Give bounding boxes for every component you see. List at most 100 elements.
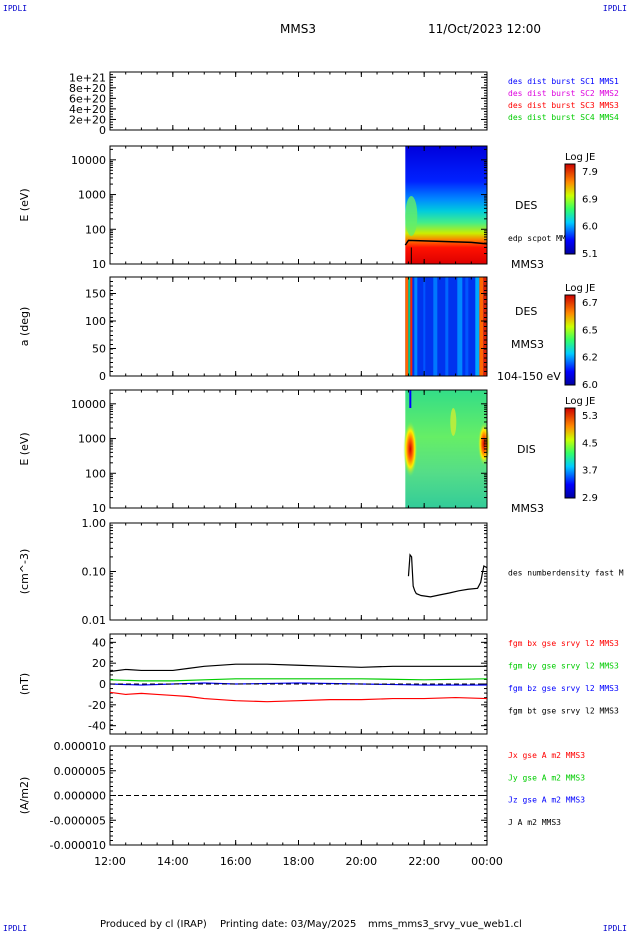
pitch-stripe: [414, 277, 418, 376]
pitch-stripe: [433, 277, 438, 376]
corner-label-top-right: IPDLI: [602, 4, 627, 13]
colorbar-tick: 3.7: [582, 466, 598, 477]
pitch-stripe: [465, 277, 469, 376]
y-tick-label: 0.10: [82, 566, 107, 579]
y-axis-label: (nT): [18, 673, 31, 695]
scpot-line: [404, 239, 488, 246]
colorbar: [564, 407, 576, 499]
corner-label-top-left: IPDLI: [3, 4, 28, 13]
pitch-stripe: [475, 277, 480, 376]
series-label: des dist burst SC4 MMS4: [508, 113, 619, 122]
y-tick-label: 10: [92, 258, 106, 271]
pitch-stripe: [423, 277, 426, 376]
colorbar-title: Log JE: [565, 283, 595, 294]
y-tick-label: 100: [85, 467, 106, 480]
colorbar-tick: 7.9: [582, 167, 598, 178]
y-tick-label: 0.000005: [54, 765, 107, 778]
y-tick-label: 1e+21: [69, 71, 106, 84]
colorbar-tick: 6.0: [582, 380, 598, 391]
y-tick-label: -40: [88, 720, 106, 733]
footer-printing-date: Printing date: 03/May/2025: [220, 919, 357, 930]
corner-label-bottom-right: IPDLI: [602, 924, 627, 933]
series-label: des dist burst SC3 MMS3: [508, 101, 619, 110]
datetime-title: 11/Oct/2023 12:00: [428, 22, 542, 36]
colorbar-tick: 4.5: [582, 438, 598, 449]
pitch-stripe: [405, 277, 409, 376]
des-energy-spectrogram: [405, 146, 487, 264]
pitch-stripe: [445, 277, 449, 376]
y-tick-label: 10000: [71, 398, 106, 411]
y-tick-label: 40: [92, 636, 106, 649]
y-tick-label: 0.000000: [54, 790, 107, 803]
x-tick-label: 12:00: [94, 855, 126, 868]
x-tick-label: 20:00: [345, 855, 377, 868]
des-energy-plume: [405, 196, 418, 236]
y-tick-label: 1000: [78, 189, 106, 202]
series-label: Jy gse A m2 MMS3: [508, 773, 585, 782]
colorbar-tick: 6.2: [582, 353, 598, 364]
y-tick-label: 0: [99, 370, 106, 383]
colorbar-title: Log JE: [565, 152, 595, 163]
series-line: [109, 663, 487, 673]
series-line: [109, 678, 488, 682]
y-tick-label: 150: [85, 288, 106, 301]
dis-feature: [450, 407, 457, 436]
series-line: [109, 691, 488, 703]
colorbar-title: Log JE: [565, 396, 595, 407]
series-label: des numberdensity fast M: [508, 569, 624, 578]
instrument-label: DIS: [517, 443, 536, 456]
x-tick-label: 14:00: [157, 855, 189, 868]
x-tick-label: 16:00: [220, 855, 252, 868]
y-axis-label: (A/m2): [18, 777, 31, 815]
y-tick-label: 10000: [71, 154, 106, 167]
x-tick-label: 18:00: [283, 855, 315, 868]
colorbar-tick: 5.1: [582, 249, 598, 260]
pitch-stripe: [408, 277, 411, 376]
footer-filename: mms_mms3_srvy_vue_web1.cl: [368, 919, 522, 930]
spacecraft-title: MMS3: [280, 22, 316, 36]
series-line: [407, 553, 488, 598]
y-axis-label: E (eV): [18, 188, 31, 221]
colorbar-tick: 6.5: [582, 325, 598, 336]
y-tick-label: -0.000005: [50, 814, 106, 827]
sc-label: MMS3: [511, 338, 544, 351]
y-tick-label: -0.000010: [50, 839, 106, 852]
instrument-label: DES: [515, 199, 537, 212]
y-tick-label: 1000: [78, 433, 106, 446]
y-tick-label: 0: [99, 124, 106, 137]
colorbar-tick: 6.9: [582, 194, 598, 205]
panel-frame-4: [109, 522, 488, 621]
colorbar: [564, 294, 576, 386]
colorbar-tick: 2.9: [582, 493, 598, 504]
pitch-stripe: [410, 277, 413, 376]
colorbar: [564, 163, 576, 255]
series-label: fgm bt gse srvy l2 MMS3: [508, 707, 619, 716]
y-tick-label: 0: [99, 678, 106, 691]
dis-energy-spectrogram: [405, 390, 487, 508]
y-tick-label: 2e+20: [69, 113, 106, 126]
y-tick-label: 8e+20: [69, 82, 106, 95]
series-label: fgm bx gse srvy l2 MMS3: [508, 639, 619, 648]
overlay-label: edp scpot MMS3: [508, 234, 576, 243]
footer-produced: Produced by cl (IRAP): [100, 919, 207, 930]
sc-label: MMS3: [511, 502, 544, 515]
y-tick-label: 20: [92, 657, 106, 670]
series-label: Jz gse A m2 MMS3: [508, 796, 585, 805]
instrument-label: DES: [515, 305, 537, 318]
series-label: fgm by gse srvy l2 MMS3: [508, 662, 619, 671]
y-tick-label: 0.01: [82, 614, 107, 627]
energy-band-label: 104-150 eV: [497, 370, 561, 383]
x-tick-label: 22:00: [408, 855, 440, 868]
panel-frame-0: [109, 71, 488, 131]
series-line: [109, 682, 487, 686]
dis-hot-spot: [403, 421, 418, 477]
series-label: fgm bz gse srvy l2 MMS3: [508, 684, 619, 693]
series-label: J A m2 MMS3: [508, 818, 561, 827]
colorbar-tick: 6.0: [582, 222, 598, 233]
y-tick-label: 6e+20: [69, 92, 106, 105]
y-tick-label: 1.00: [82, 517, 107, 530]
y-tick-label: 4e+20: [69, 103, 106, 116]
y-tick-label: 0.000010: [54, 740, 107, 753]
y-axis-label: E (eV): [18, 432, 31, 465]
series-label: des dist burst SC1 MMS1: [508, 77, 619, 86]
